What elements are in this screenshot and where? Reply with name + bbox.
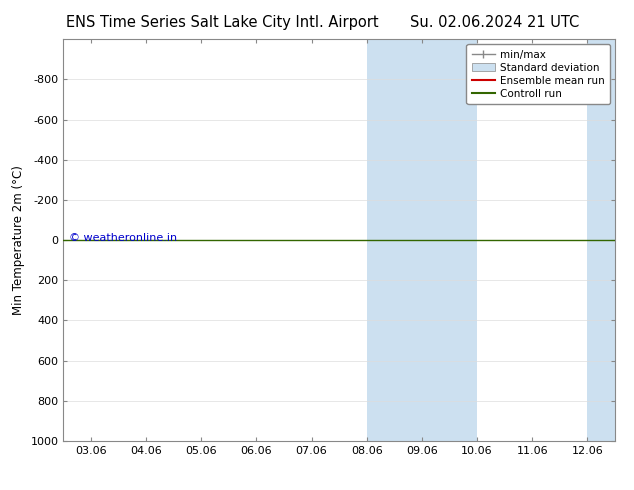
Text: © weatheronline.in: © weatheronline.in (69, 233, 177, 243)
Legend: min/max, Standard deviation, Ensemble mean run, Controll run: min/max, Standard deviation, Ensemble me… (467, 45, 610, 104)
Y-axis label: Min Temperature 2m (°C): Min Temperature 2m (°C) (12, 165, 25, 315)
Bar (366, 39, 477, 441)
Bar (588, 39, 634, 441)
Text: Su. 02.06.2024 21 UTC: Su. 02.06.2024 21 UTC (410, 15, 579, 30)
Text: ENS Time Series Salt Lake City Intl. Airport: ENS Time Series Salt Lake City Intl. Air… (65, 15, 378, 30)
